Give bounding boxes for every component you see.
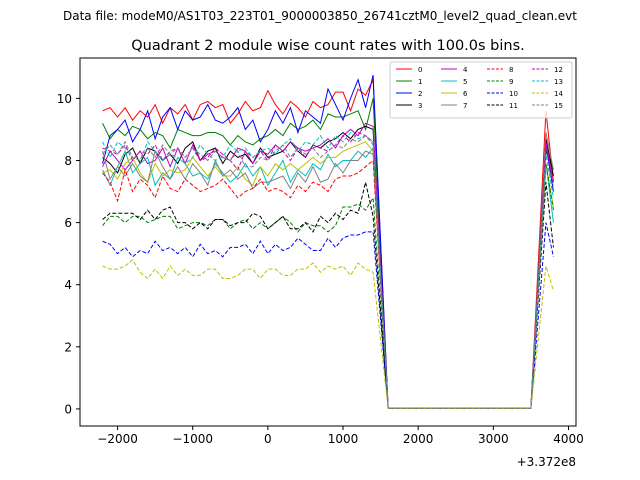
x-tick-label: 2000 bbox=[403, 432, 434, 446]
x-tick-label: −2000 bbox=[97, 432, 138, 446]
legend-label-14: 14 bbox=[554, 90, 563, 98]
series-line-8 bbox=[102, 141, 554, 409]
legend-label-6: 6 bbox=[463, 90, 468, 98]
legend-label-4: 4 bbox=[463, 66, 468, 74]
series-line-7 bbox=[102, 132, 554, 409]
legend-label-15: 15 bbox=[554, 102, 563, 110]
legend-label-10: 10 bbox=[509, 90, 518, 98]
legend-label-2: 2 bbox=[418, 90, 422, 98]
series-line-15 bbox=[102, 134, 554, 409]
y-tick-label: 2 bbox=[64, 340, 72, 354]
chart-suptitle: Data file: modeM0/AS1T03_223T01_90000038… bbox=[63, 9, 577, 23]
chart-title: Quadrant 2 module wise count rates with … bbox=[131, 38, 525, 54]
axes-frame bbox=[79, 57, 577, 427]
series-line-13 bbox=[102, 131, 554, 409]
series-line-3 bbox=[102, 125, 554, 409]
legend-frame bbox=[389, 61, 573, 119]
y-tick-label: 6 bbox=[64, 216, 72, 230]
series-line-2 bbox=[102, 74, 554, 409]
legend-label-13: 13 bbox=[554, 78, 563, 86]
series-line-6 bbox=[102, 141, 554, 409]
series-line-1 bbox=[102, 98, 554, 409]
series-line-12 bbox=[102, 131, 554, 409]
y-tick-label: 8 bbox=[64, 154, 72, 168]
legend-label-8: 8 bbox=[509, 66, 513, 74]
x-tick-label: 1000 bbox=[328, 432, 359, 446]
series-layer bbox=[102, 74, 554, 409]
y-tick-label: 0 bbox=[64, 402, 72, 416]
series-line-0 bbox=[102, 79, 554, 409]
legend-label-9: 9 bbox=[509, 78, 513, 86]
x-tick-label: 3000 bbox=[478, 432, 509, 446]
x-tick-label: −1000 bbox=[172, 432, 213, 446]
y-tick-label: 4 bbox=[64, 278, 72, 292]
legend-label-3: 3 bbox=[418, 102, 422, 110]
series-line-10 bbox=[102, 222, 554, 409]
y-tick-label: 10 bbox=[57, 92, 72, 106]
series-line-5 bbox=[102, 146, 554, 409]
series-line-9 bbox=[102, 163, 554, 409]
x-tick-label: 0 bbox=[264, 432, 272, 446]
legend-label-1: 1 bbox=[418, 78, 422, 86]
legend-label-7: 7 bbox=[463, 102, 467, 110]
x-offset-label: +3.372e8 bbox=[517, 455, 576, 469]
series-line-14 bbox=[102, 259, 554, 409]
legend-label-5: 5 bbox=[463, 78, 467, 86]
legend-label-0: 0 bbox=[418, 66, 422, 74]
ticks-layer: −2000 −1000 0 1000 2000 3000 4000 0 2 4 6 8 10 bbox=[57, 92, 584, 446]
series-line-11 bbox=[102, 182, 554, 409]
x-tick-label: 4000 bbox=[553, 432, 584, 446]
legend-label-12: 12 bbox=[554, 66, 563, 74]
legend-label-11: 11 bbox=[509, 102, 518, 110]
